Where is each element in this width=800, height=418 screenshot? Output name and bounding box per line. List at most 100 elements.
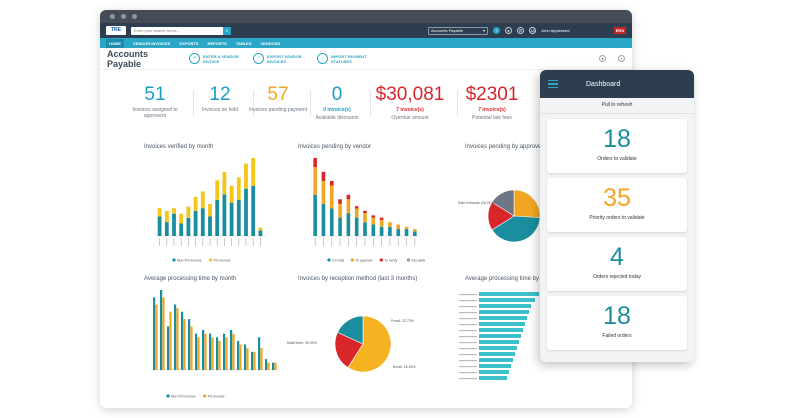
- tablet-title: Dashboard: [586, 80, 621, 88]
- kpi-sub: 7 invoice(s): [478, 107, 506, 113]
- tick-label: [159, 238, 160, 246]
- menu-icon[interactable]: [548, 78, 558, 90]
- bar: [329, 180, 334, 186]
- card-label: Failed orders: [602, 333, 632, 339]
- window-minimize-dot[interactable]: [121, 14, 126, 19]
- bar: [208, 203, 212, 217]
- kpi-assigned[interactable]: 51 Invoices assigned to approvers: [125, 84, 185, 120]
- bar: [164, 210, 169, 223]
- bar: [197, 337, 200, 370]
- nav-tables[interactable]: TABLES: [235, 40, 252, 46]
- nav-vendor-invoices[interactable]: VENDOR INVOICES: [133, 40, 171, 46]
- bar: [195, 333, 198, 370]
- window-close-dot[interactable]: [110, 14, 115, 19]
- bar: [216, 337, 219, 370]
- settings-icon[interactable]: ⚙: [517, 27, 524, 34]
- bar: [354, 208, 359, 218]
- nav-home[interactable]: HOME: [106, 38, 124, 48]
- bar: [179, 213, 184, 224]
- chevron-down-icon: ▾: [482, 27, 485, 33]
- bar: [186, 206, 191, 218]
- tick-label: [348, 238, 349, 246]
- company-select[interactable]: Accounts Payable ▾: [428, 26, 488, 35]
- bar: [230, 330, 233, 370]
- bar: [272, 362, 275, 370]
- bar: [313, 194, 317, 236]
- card-label: Orders to validate: [597, 156, 637, 162]
- search-input[interactable]: Enter your search terms... ⌕: [131, 26, 231, 35]
- card-failed-orders[interactable]: 18 Failed orders: [547, 296, 687, 350]
- tick-label: [397, 238, 399, 246]
- kpi-late-fees[interactable]: $2301 7 invoice(s) Potential late fees: [457, 85, 527, 122]
- bar: [388, 226, 392, 236]
- kpi-value: 51: [144, 84, 166, 105]
- tick-label: [195, 238, 196, 246]
- bar: [396, 224, 401, 230]
- bar: [313, 167, 317, 195]
- avatar[interactable]: JA: [529, 27, 536, 34]
- card-orders-rejected[interactable]: 4 Orders rejected today: [547, 237, 687, 291]
- bar: [413, 231, 417, 236]
- kpi-value: 12: [209, 84, 231, 105]
- bar: [208, 216, 212, 236]
- legend-label: On hold: [332, 259, 344, 263]
- card-priority-orders[interactable]: 35 Priority orders to validate: [547, 178, 687, 232]
- bar: [479, 328, 523, 332]
- bar: [222, 171, 227, 195]
- bar: [218, 340, 221, 370]
- legend-marker: [172, 258, 176, 262]
- bar: [229, 185, 234, 203]
- chart-pending-by-vendor: On hold To approve To verify Set aside: [311, 158, 425, 263]
- tick-label: [323, 238, 324, 246]
- bar: [225, 337, 228, 370]
- kpi-discounts[interactable]: 0 0 invoice(s) Available discounts: [307, 85, 367, 122]
- import-statuses-button[interactable]: ↓ IMPORT PAYMENT STATUSES: [317, 53, 369, 64]
- chart-title-pending-approver: Invoices pending by approver: [465, 144, 544, 150]
- kpi-pending-payment[interactable]: 57 Invoices pending payment: [248, 85, 308, 114]
- kpi-on-hold[interactable]: 12 Invoices on hold: [190, 84, 250, 114]
- window-maximize-dot[interactable]: [132, 14, 137, 19]
- bar: [167, 326, 170, 370]
- notifications-icon[interactable]: ●: [505, 27, 512, 34]
- kpi-overdue[interactable]: $30,081 7 invoice(s) Overdue amount: [370, 85, 450, 122]
- bar: [193, 210, 198, 236]
- tick-label: [314, 238, 316, 246]
- chart-reception-method: Mail/Other: 59.09% Portal: 22.73% Email: 1…: [287, 315, 416, 373]
- bar: [363, 213, 367, 223]
- enter-invoice-button[interactable]: + ENTER A VENDOR INVOICE: [189, 53, 241, 64]
- close-icon[interactable]: ×: [618, 55, 625, 62]
- search-icon[interactable]: ⌕: [223, 26, 231, 35]
- app-logo[interactable]: TRE: [106, 26, 126, 35]
- bar: [244, 188, 248, 236]
- company-select-value: Accounts Payable: [431, 27, 464, 33]
- tick-label: [459, 294, 477, 296]
- collapse-icon[interactable]: ▾: [599, 55, 606, 62]
- pie-slice: [334, 331, 364, 368]
- bar: [153, 297, 156, 370]
- nav-reports[interactable]: REPORTS: [207, 40, 227, 46]
- bar: [172, 213, 176, 236]
- bar: [209, 333, 212, 370]
- bar: [346, 194, 351, 200]
- tick-label: [459, 342, 477, 344]
- bar: [174, 304, 177, 370]
- bar: [183, 319, 186, 370]
- bar: [179, 223, 184, 236]
- bar: [164, 222, 169, 236]
- kpi-divider: [370, 90, 371, 116]
- bar: [371, 217, 376, 225]
- bar: [338, 217, 342, 236]
- pie-slice: [491, 189, 515, 217]
- main-nav: HOME VENDOR INVOICES EXPORTS REPORTS TAB…: [100, 38, 632, 48]
- tick-label: [356, 238, 357, 246]
- help-icon[interactable]: ?: [493, 27, 500, 34]
- card-orders-to-validate[interactable]: 18 Orders to validate: [547, 119, 687, 173]
- user-name[interactable]: John Appleseed: [541, 28, 570, 33]
- export-invoices-button[interactable]: ↑ EXPORT VENDOR INVOICES: [253, 53, 305, 64]
- nav-vendors[interactable]: VENDORS: [260, 40, 281, 46]
- bar: [321, 180, 326, 204]
- pull-to-refresh[interactable]: Pull to refresh: [540, 98, 694, 114]
- chart-processing-by-month: Non-PO invoice PO invoice: [152, 290, 277, 399]
- nav-exports[interactable]: EXPORTS: [179, 40, 199, 46]
- bar: [338, 203, 342, 218]
